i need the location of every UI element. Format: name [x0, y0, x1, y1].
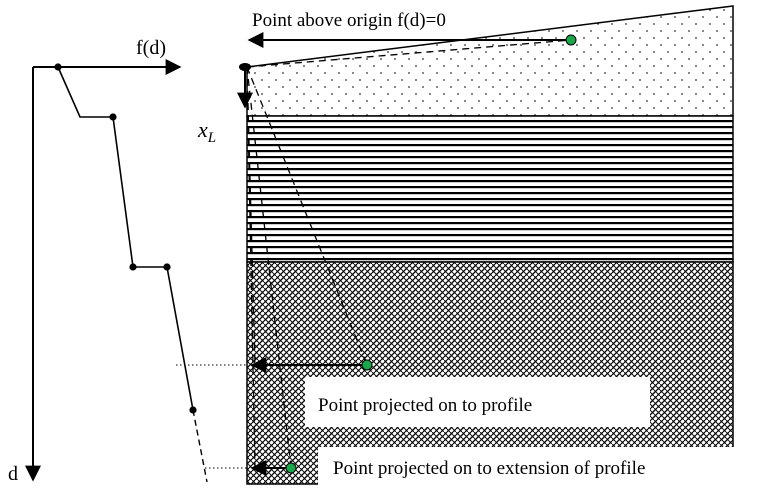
profile-node: [163, 263, 171, 271]
profile-line: [57, 66, 194, 411]
profile-node: [129, 263, 137, 271]
label-box-profile: [305, 377, 650, 427]
dashed-line-mid: [246, 66, 368, 366]
point-projected-label: Point projected on to profile: [318, 395, 532, 416]
f-axis-label: f(d): [136, 37, 166, 59]
profile-node: [109, 113, 117, 121]
x-l-main: x: [197, 117, 208, 142]
point-above-origin: [565, 34, 577, 46]
sample-points: [285, 34, 577, 474]
point-projected-extension: [285, 462, 297, 474]
x-l-label: xL: [197, 117, 216, 146]
point-projected-profile: [361, 359, 373, 371]
dashed-line-top: [246, 39, 572, 68]
profile-nodes: [54, 63, 197, 414]
projection-lines: [246, 39, 572, 469]
dashed-line-extension-left: [246, 66, 256, 469]
d-axis-label: d: [8, 463, 18, 485]
x-l-subscript: L: [207, 130, 216, 146]
point-projected-extension-label: Point projected on to extension of profi…: [333, 458, 645, 479]
profile-node: [189, 406, 197, 414]
dashed-line-bottom: [246, 66, 292, 469]
point-above-origin-label: Point above origin f(d)=0: [252, 10, 446, 31]
profile-node: [54, 63, 62, 71]
label-box-extension: [318, 447, 768, 485]
profile-extension: [192, 409, 208, 483]
middle-layer: [246, 115, 734, 263]
